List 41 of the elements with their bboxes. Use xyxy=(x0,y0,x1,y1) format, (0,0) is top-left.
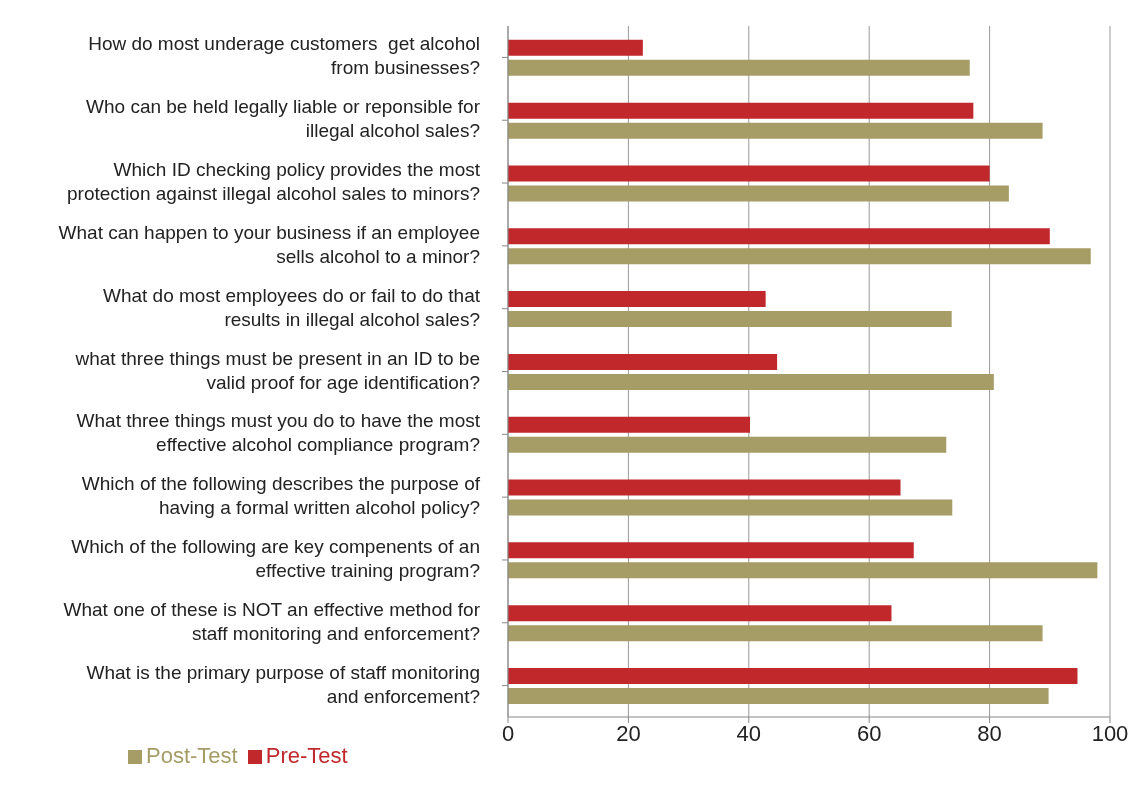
y-tick-label: What do most employees do or fail to do that results in illegal alcohol sales? xyxy=(102,284,481,330)
bar xyxy=(508,228,1050,245)
y-tick-label: Which of the following describes the purpose of having a formal written alcohol policy? xyxy=(81,473,481,519)
bar xyxy=(508,542,914,559)
bar xyxy=(508,688,1049,704)
x-tick-label: 0 xyxy=(501,720,515,746)
x-tick-label: 80 xyxy=(977,720,1002,746)
bar xyxy=(508,479,901,496)
legend-label: Post-Test xyxy=(146,743,238,768)
y-tick-label: What is the primary purpose of staff monitoring and enforcement? xyxy=(86,661,480,707)
bar xyxy=(508,499,953,516)
bar xyxy=(508,122,1043,139)
x-tick-label: 40 xyxy=(736,720,762,746)
bar xyxy=(508,102,974,119)
x-tick-label: 100 xyxy=(1091,720,1129,746)
bar xyxy=(508,39,643,56)
x-tick-label: 20 xyxy=(616,720,641,746)
y-tick-label: Who can be held legally liable or reponsible for illegal alcohol sales? xyxy=(86,96,481,142)
bar xyxy=(508,59,970,76)
bar xyxy=(508,416,750,433)
bar xyxy=(508,185,1009,202)
legend-label: Pre-Test xyxy=(265,743,348,768)
y-tick-label: Which of the following are key compenents of an effective training program? xyxy=(71,535,480,581)
y-tick-label: Which ID checking policy provides the most protection against illegal alcohol sales to minors? xyxy=(67,159,481,205)
y-tick-label: How do most underage customers get alcohol from businesses? xyxy=(88,33,480,79)
y-tick-label: What one of these is NOT an effective method for staff monitoring and enforcement? xyxy=(63,598,481,644)
bar xyxy=(508,436,947,453)
bar xyxy=(508,311,952,328)
y-tick-label: What can happen to your business if an employee sells alcohol to a minor? xyxy=(58,221,480,267)
bar xyxy=(508,353,778,370)
bar xyxy=(508,625,1043,642)
bar xyxy=(508,248,1091,265)
y-tick-label: What three things must you do to have the most effective alcohol compliance program? xyxy=(76,410,481,456)
bar xyxy=(508,165,990,182)
bar xyxy=(508,562,1098,579)
bar xyxy=(508,291,766,308)
bar xyxy=(508,373,994,390)
y-tick-label: what three things must be present in an ID to be valid proof for age identification? xyxy=(74,347,480,393)
bar xyxy=(508,605,892,622)
x-tick-label: 60 xyxy=(856,720,882,746)
bar xyxy=(508,668,1078,684)
